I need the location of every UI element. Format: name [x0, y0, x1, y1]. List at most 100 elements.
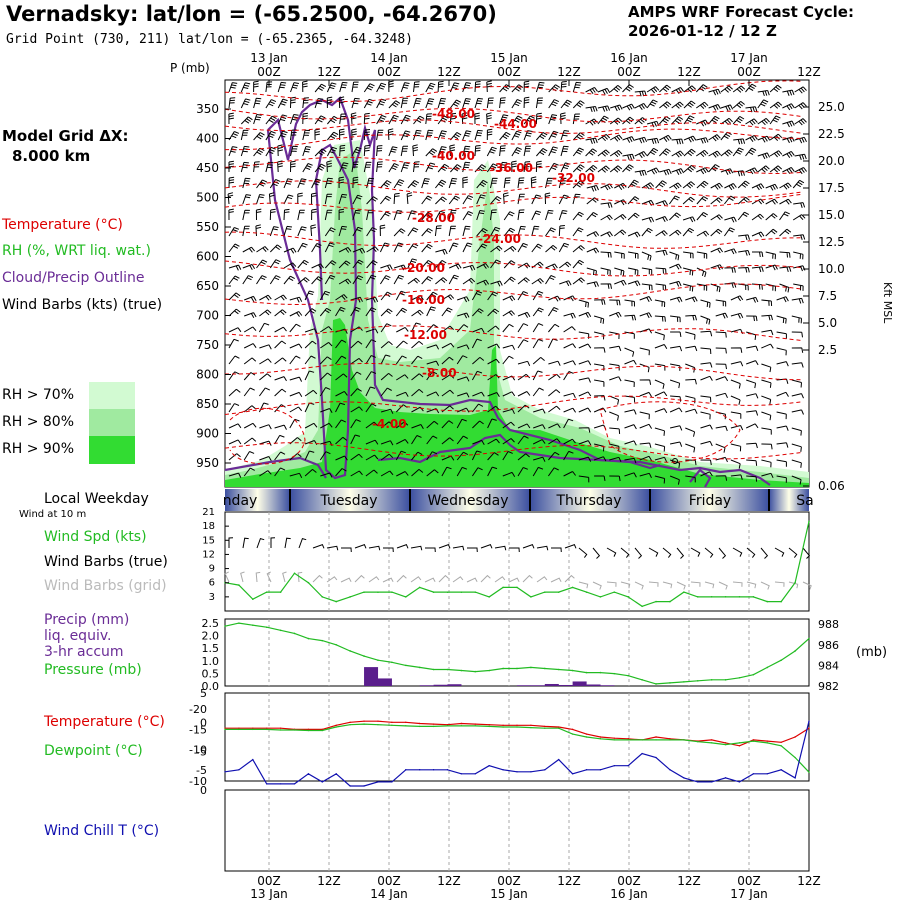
grid-barb	[340, 577, 352, 583]
temp-tick--5: -5	[196, 746, 207, 759]
wind-barb	[490, 280, 503, 287]
weekday-label-2: Wednesday	[427, 493, 508, 509]
isotherm-layer: -48.00 -44.00 -40.00 -36.00 -32.00 -28.00 -24.…	[225, 80, 802, 465]
wind-barb	[708, 115, 720, 125]
wind-barb	[400, 97, 409, 109]
wind-barb	[274, 376, 287, 382]
wind-barb	[695, 84, 708, 93]
wind-barb	[532, 323, 544, 333]
precip-bar	[544, 683, 559, 686]
wind-barb	[572, 245, 585, 253]
isotherm-label-5: -28.00	[412, 211, 455, 225]
wind-barb	[752, 251, 764, 257]
wind-speed-point	[780, 600, 782, 603]
grid-barb	[494, 576, 506, 583]
wind-barb	[502, 355, 514, 365]
wind-barb	[503, 177, 511, 189]
wind-barb	[594, 379, 605, 387]
wind-barb	[407, 258, 418, 269]
temperature-panel-frame	[224, 692, 810, 782]
wind-barb	[314, 128, 320, 141]
wind-barb	[335, 339, 347, 349]
wind-speed-line	[224, 520, 810, 608]
precip-bar	[377, 678, 392, 686]
wind-barb	[700, 459, 712, 466]
grid-barb	[718, 581, 728, 590]
wind-barb	[365, 454, 379, 461]
wind-chill-point	[738, 781, 741, 783]
pressure-tick-750: 750	[196, 338, 219, 352]
pressure-point	[418, 666, 421, 669]
wind-barb	[560, 99, 572, 109]
chill-tick--20: -20	[189, 703, 207, 716]
wind-barb	[593, 331, 605, 340]
true-barb	[522, 543, 535, 549]
wind-barb	[407, 180, 420, 189]
wind-chill-point	[516, 771, 518, 773]
wind-barb	[228, 355, 240, 365]
wind-barb	[400, 82, 410, 93]
wind-barb	[669, 212, 681, 221]
wind-barb	[474, 112, 480, 125]
wind-barb	[545, 263, 558, 270]
isotherm-label-9: -12.00	[404, 328, 447, 342]
wind-barb	[700, 395, 712, 403]
wind-barb	[441, 356, 454, 365]
wind-barb	[609, 134, 623, 142]
wind-barb	[380, 387, 392, 397]
isotherm-label-11: -4.00	[372, 417, 407, 431]
pressure-point	[391, 661, 393, 664]
pressure-point	[293, 632, 296, 635]
wind-barb	[597, 105, 611, 112]
pressure-tick-984: 984	[818, 659, 839, 672]
pressure-tick-550: 550	[196, 220, 219, 234]
wind-barb	[559, 280, 572, 287]
wind-barb	[411, 435, 422, 445]
wind-barb	[769, 115, 781, 125]
wind-barb	[277, 114, 288, 125]
wind-barb	[380, 323, 392, 333]
wind-barb	[502, 391, 516, 397]
cross-section-wind-barbs	[227, 80, 807, 485]
wind-barb	[782, 136, 795, 144]
wind-barb	[240, 145, 250, 157]
wind-barb	[324, 260, 337, 269]
wind-barb	[476, 243, 488, 253]
wind-barb	[536, 147, 548, 157]
wind-barb	[578, 377, 591, 383]
wind-barb	[274, 294, 287, 301]
wind-barb	[400, 162, 410, 173]
true-barb	[341, 547, 352, 553]
wind-barb	[609, 427, 621, 434]
wind-barb	[776, 442, 789, 448]
wind-barbs-grid-label: Wind Barbs (grid)	[44, 578, 167, 594]
temperature-point	[794, 736, 796, 738]
wind-barb	[338, 260, 351, 269]
wind-barb	[715, 392, 728, 399]
wind-barb	[243, 357, 257, 365]
wind-barb	[511, 130, 522, 141]
wind-barb	[531, 210, 542, 221]
wind-barb	[776, 411, 787, 420]
true-barb	[802, 547, 811, 559]
wind-barb	[600, 267, 611, 276]
wind-barb	[791, 297, 804, 304]
wind-barb	[380, 354, 391, 365]
wind-barb	[757, 165, 770, 173]
wind-barb	[376, 129, 384, 141]
weekday-label-5: Sa	[796, 493, 813, 509]
grid-barb	[282, 571, 287, 583]
grid-barb	[788, 581, 799, 589]
temperature-point	[502, 724, 504, 726]
wind-barb	[304, 422, 318, 429]
wind-speed-point	[544, 591, 546, 593]
wind-barb	[487, 418, 497, 429]
wind-barb	[304, 450, 315, 461]
wind-barb	[339, 113, 347, 125]
wind-barb	[683, 148, 696, 157]
wind-barb	[746, 379, 757, 389]
wind-barb	[393, 274, 404, 285]
wind-barb	[395, 421, 409, 429]
wind-barb	[715, 312, 728, 319]
wind-barb	[426, 391, 440, 397]
